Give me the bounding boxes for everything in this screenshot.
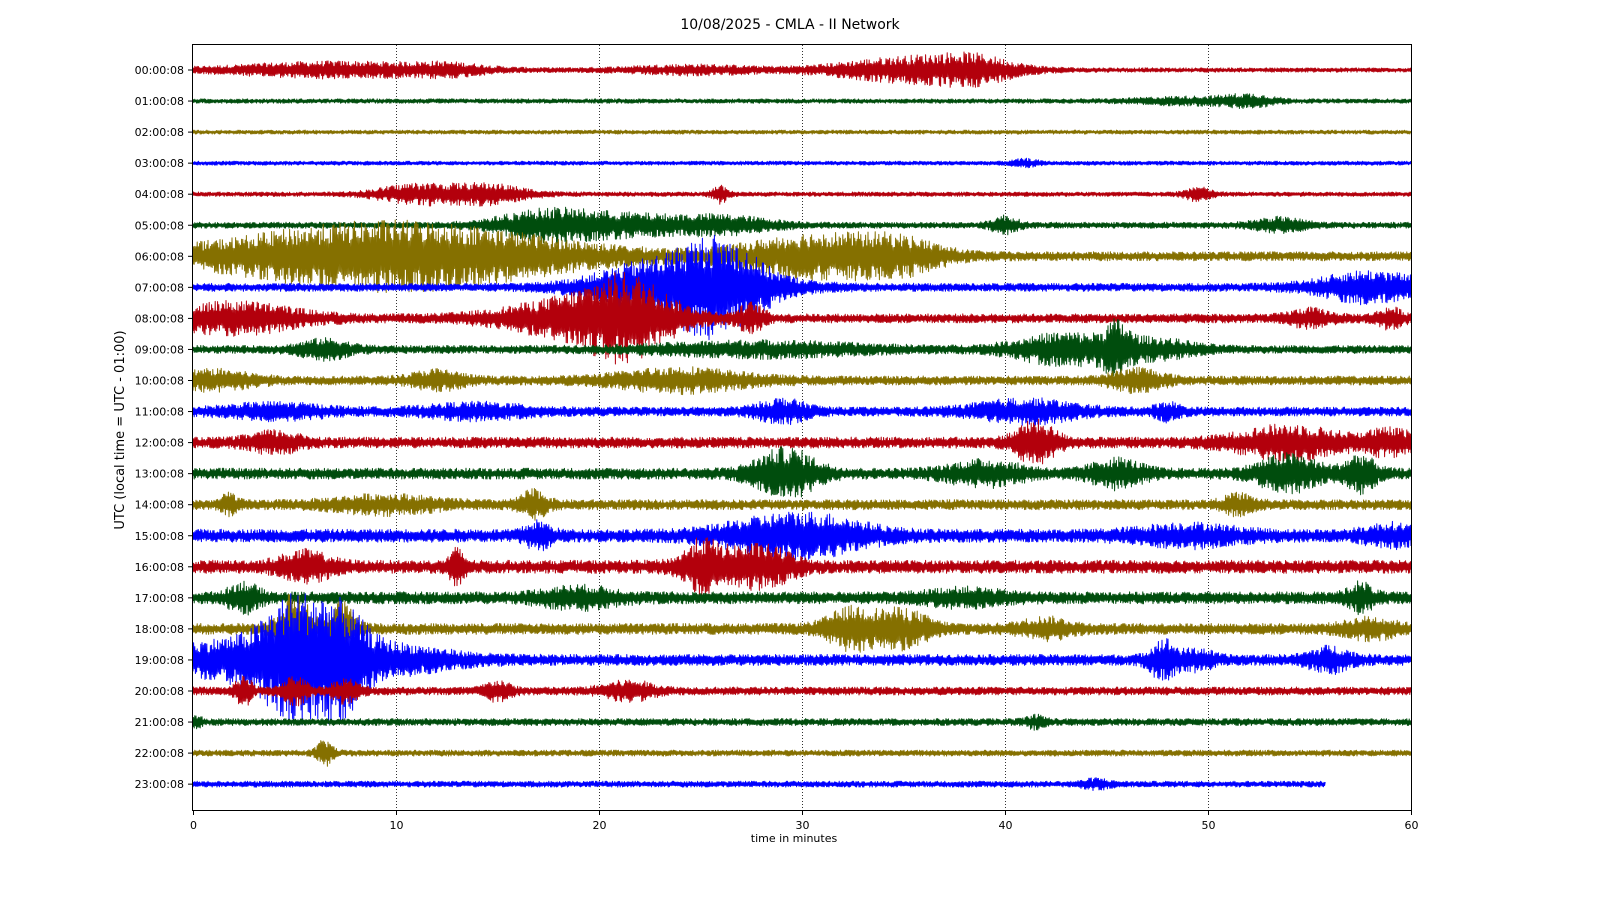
row-label-070008: 07:00:08 [135, 281, 184, 294]
x-tick-label-30: 30 [796, 819, 810, 832]
row-label-090008: 09:00:08 [135, 343, 184, 356]
trace-190008 [192, 593, 1412, 726]
row-label-040008: 04:00:08 [135, 188, 184, 201]
x-axis-ticks: 0 10 20 30 40 50 60 [190, 810, 1419, 832]
chart-title: 10/08/2025 - CMLA - II Network [680, 17, 900, 33]
x-axis-label: time in minutes [751, 832, 838, 845]
row-label-030008: 03:00:08 [135, 157, 184, 170]
trace-060008 [192, 219, 1412, 293]
x-tick-label-60: 60 [1405, 819, 1419, 832]
trace-180008 [192, 594, 1412, 667]
seismic-traces [192, 51, 1412, 791]
trace-100008 [192, 366, 1412, 396]
row-label-220008: 22:00:08 [135, 747, 184, 760]
x-tick-label-40: 40 [999, 819, 1013, 832]
x-tick-label-20: 20 [593, 819, 607, 832]
trace-010008 [192, 93, 1412, 109]
x-tick-label-0: 0 [190, 819, 197, 832]
trace-000008 [192, 51, 1412, 88]
row-label-230008: 23:00:08 [135, 778, 184, 791]
trace-080008 [192, 271, 1412, 365]
row-label-210008: 21:00:08 [135, 716, 184, 729]
row-label-000008: 00:00:08 [135, 64, 184, 77]
row-label-120008: 12:00:08 [135, 437, 184, 450]
trace-150008 [192, 511, 1412, 561]
row-label-060008: 06:00:08 [135, 250, 184, 263]
trace-120008 [192, 418, 1412, 465]
trace-170008 [192, 580, 1412, 616]
row-time-labels: 00:00:08 01:00:08 02:00:08 03:00:08 04:00:08… [135, 64, 193, 791]
row-label-130008: 13:00:08 [135, 468, 184, 481]
trace-160008 [192, 537, 1412, 599]
trace-220008 [192, 740, 1412, 767]
trace-210008 [192, 713, 1412, 731]
trace-070008 [192, 234, 1412, 341]
trace-110008 [192, 397, 1412, 426]
row-label-190008: 19:00:08 [135, 654, 184, 667]
row-label-180008: 18:00:08 [135, 623, 184, 636]
trace-130008 [192, 446, 1412, 498]
grid-lines [396, 45, 1209, 810]
row-label-110008: 11:00:08 [135, 406, 184, 419]
plot-frame [192, 44, 1412, 811]
trace-200008 [192, 675, 1412, 707]
trace-140008 [192, 488, 1412, 521]
trace-030008 [192, 157, 1412, 169]
row-label-170008: 17:00:08 [135, 592, 184, 605]
row-label-010008: 01:00:08 [135, 95, 184, 108]
trace-050008 [192, 206, 1412, 244]
row-label-150008: 15:00:08 [135, 530, 184, 543]
trace-090008 [192, 318, 1412, 379]
row-label-100008: 10:00:08 [135, 375, 184, 388]
row-label-080008: 08:00:08 [135, 312, 184, 325]
x-tick-label-10: 10 [390, 819, 404, 832]
row-label-050008: 05:00:08 [135, 219, 184, 232]
row-label-160008: 16:00:08 [135, 561, 184, 574]
row-label-140008: 14:00:08 [135, 499, 184, 512]
trace-040008 [192, 182, 1412, 207]
row-label-200008: 20:00:08 [135, 685, 184, 698]
row-label-020008: 02:00:08 [135, 126, 184, 139]
trace-020008 [192, 129, 1412, 135]
trace-230008 [192, 777, 1326, 791]
y-axis-label: UTC (local time = UTC - 01:00) [113, 330, 128, 529]
x-tick-label-50: 50 [1202, 819, 1216, 832]
